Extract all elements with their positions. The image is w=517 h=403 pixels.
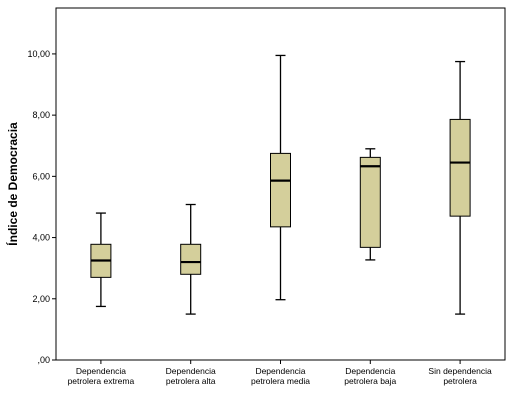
y-tick-label: 2,00 — [32, 294, 50, 304]
y-axis-title: Índice de Democracia — [5, 122, 20, 246]
iqr-box — [180, 243, 202, 275]
x-category-label: petrolera media — [251, 376, 310, 386]
iqr-box — [359, 156, 381, 248]
x-category-label: Dependencia — [255, 366, 305, 376]
x-category-label: Dependencia — [166, 366, 216, 376]
x-category-label: Dependencia — [345, 366, 395, 376]
y-tick-label: 4,00 — [32, 233, 50, 243]
y-tick-label: 6,00 — [32, 171, 50, 181]
x-category-label: Sin dependencia — [428, 366, 492, 376]
x-category-label: petrolera — [443, 376, 477, 386]
iqr-box — [270, 152, 291, 228]
iqr-box — [449, 118, 471, 217]
x-category-label: petrolera extrema — [68, 376, 135, 386]
x-category-label: petrolera baja — [344, 376, 396, 386]
x-category-label: petrolera alta — [166, 376, 216, 386]
y-tick-label: 8,00 — [32, 110, 50, 120]
x-category-label: Dependencia — [76, 366, 126, 376]
y-tick-label: 10,00 — [27, 49, 50, 59]
y-tick-label: ,00 — [37, 355, 50, 365]
